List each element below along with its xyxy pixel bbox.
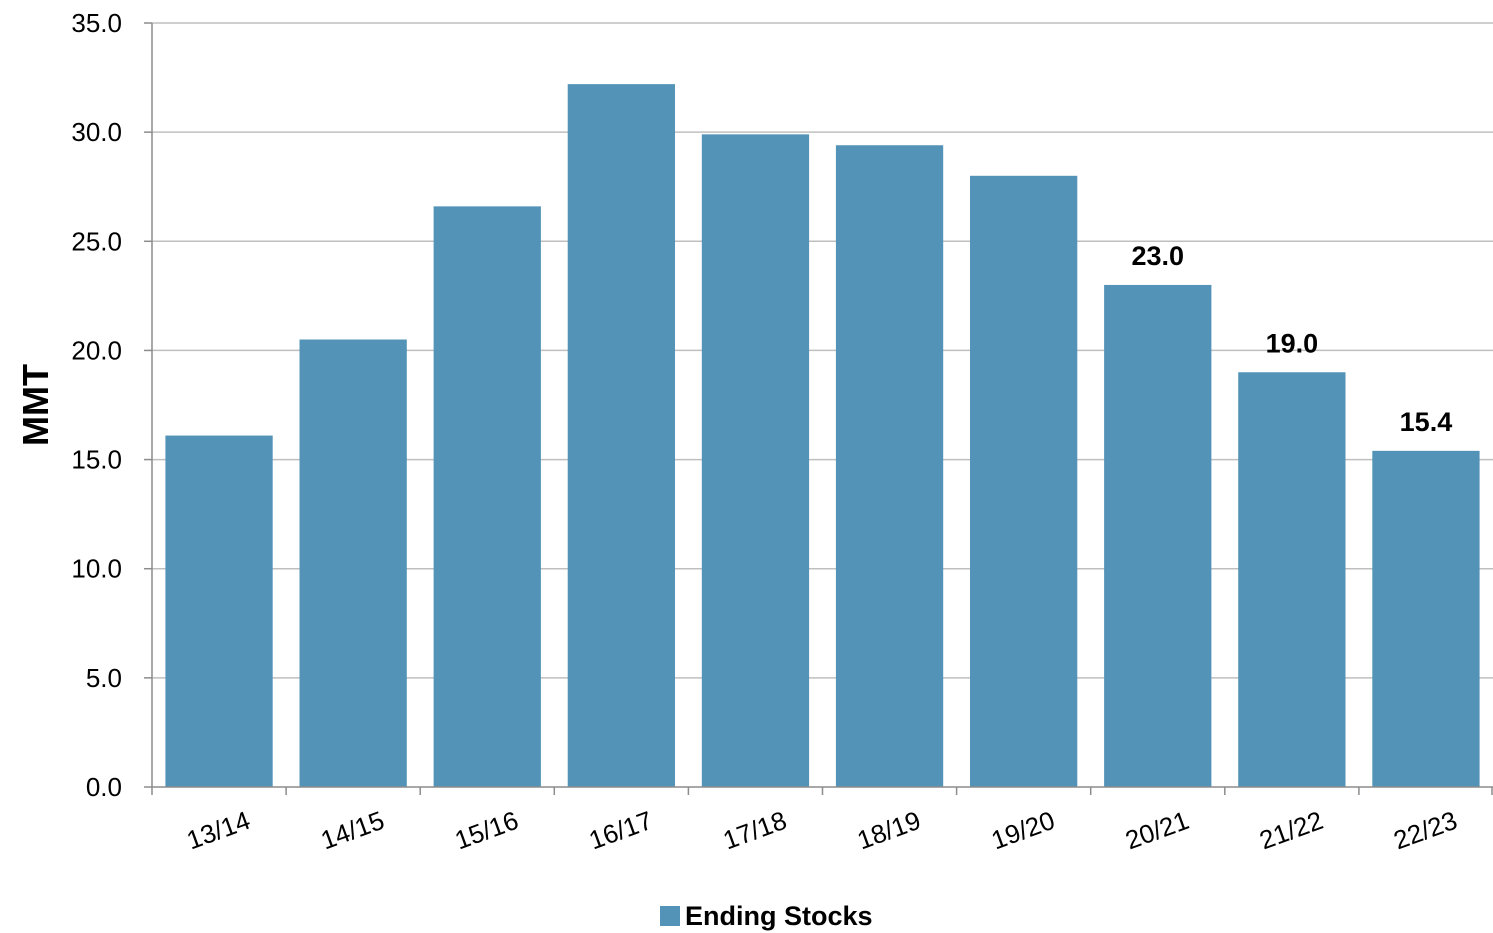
x-tick-label: 17/18 <box>719 805 790 855</box>
bar-21-22 <box>1238 372 1346 787</box>
bar-17-18 <box>701 134 810 788</box>
bar-14-15 <box>299 339 407 787</box>
data-label-20-21: 23.0 <box>1131 241 1184 271</box>
y-tick-label: 5.0 <box>86 663 122 693</box>
y-tick-label: 35.0 <box>71 8 122 38</box>
x-tick-label: 20/21 <box>1121 805 1192 855</box>
bar-19-20 <box>970 175 1078 788</box>
y-tick-label: 30.0 <box>71 117 122 147</box>
y-axis-label: MMT <box>15 364 56 446</box>
legend: Ending Stocks <box>660 901 873 931</box>
x-tick-labels: 13/14 14/15 15/16 16/17 17/18 18/19 19/20 20/21… <box>183 805 1461 855</box>
data-label-21-22: 19.0 <box>1266 328 1319 358</box>
bar-15-16 <box>433 206 541 788</box>
bar-18-19 <box>835 145 944 788</box>
bar-22-23 <box>1372 450 1480 787</box>
legend-swatch <box>660 906 680 926</box>
y-tick-labels: 0.0 5.0 10.0 15.0 20.0 25.0 30.0 35.0 <box>71 8 122 802</box>
x-tick-label: 15/16 <box>451 805 522 855</box>
x-tick-label: 19/20 <box>987 805 1058 855</box>
legend-label-ending-stocks: Ending Stocks <box>685 901 873 931</box>
x-tick-label: 18/19 <box>853 805 924 855</box>
data-label-22-23: 15.4 <box>1400 407 1453 437</box>
x-tick-label: 22/23 <box>1390 805 1461 855</box>
x-tick-label: 14/15 <box>317 805 388 855</box>
x-tick-label: 16/17 <box>585 805 656 855</box>
y-tick-label: 10.0 <box>71 554 122 584</box>
x-tick-label: 13/14 <box>183 805 254 855</box>
bar-20-21 <box>1104 284 1212 787</box>
y-tick-label: 25.0 <box>71 226 122 256</box>
bars <box>165 84 1480 788</box>
axes <box>144 22 1493 795</box>
bar-13-14 <box>165 435 273 787</box>
bar-16-17 <box>567 84 675 788</box>
y-tick-label: 15.0 <box>71 445 122 475</box>
x-tick-label: 21/22 <box>1255 805 1326 855</box>
y-tick-label: 0.0 <box>86 772 122 802</box>
data-labels: 23.0 19.0 15.4 <box>1131 241 1452 437</box>
y-tick-label: 20.0 <box>71 335 122 365</box>
